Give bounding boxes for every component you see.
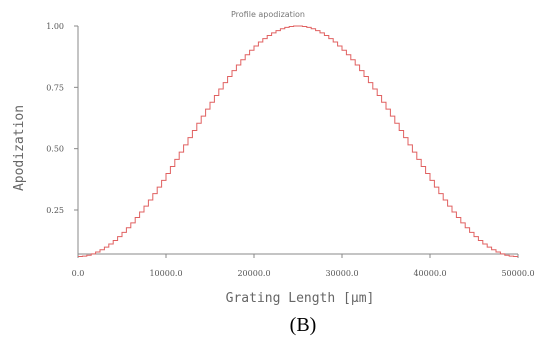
x-tick-group: 0.0 10000.0 20000.0 30000.0 40000.0 50000.0 — [72, 254, 535, 278]
y-tick-label: 1.00 — [46, 22, 64, 31]
x-tick-label: 50000.0 — [501, 269, 534, 278]
x-tick-label: 10000.0 — [149, 269, 182, 278]
x-axis: 0.0 10000.0 20000.0 30000.0 40000.0 50000.0 — [72, 253, 535, 278]
x-tick-label: 40000.0 — [413, 269, 446, 278]
apodization-series-line — [78, 25, 518, 258]
y-tick-label: 0.75 — [46, 83, 64, 92]
x-axis-label: Grating Length [μm] — [226, 291, 375, 306]
y-axis-label: Apodization — [12, 105, 27, 191]
y-tick-label: 0.25 — [46, 206, 64, 215]
figure-caption: (B) — [290, 314, 317, 336]
y-tick-group: 0.25 0.50 0.75 1.00 — [46, 22, 78, 215]
x-tick-label: 30000.0 — [325, 269, 358, 278]
chart-title: Profile apodization — [231, 10, 305, 19]
x-tick-label: 20000.0 — [237, 269, 270, 278]
x-tick-label: 0.0 — [72, 269, 85, 278]
y-tick-label: 0.50 — [46, 145, 64, 154]
y-axis: 0.25 0.50 0.75 1.00 — [46, 22, 79, 254]
